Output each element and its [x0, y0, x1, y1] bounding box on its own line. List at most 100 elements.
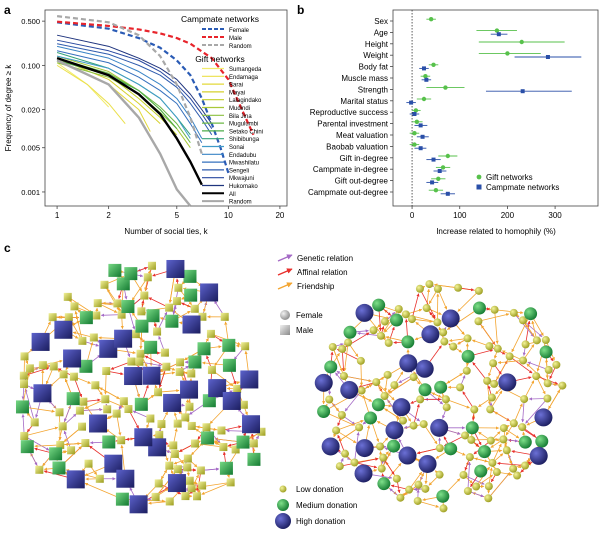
data-point-campmate — [445, 191, 450, 196]
female-node-low-donation — [380, 391, 389, 400]
male-node-low-donation — [91, 381, 100, 390]
female-node-low-donation — [474, 317, 483, 326]
female-node-high-donation — [354, 464, 373, 483]
friendship-edge — [478, 313, 510, 322]
panel-b-category-label: Muscle mass — [341, 74, 388, 83]
friendship-edge — [24, 426, 59, 437]
female-node-low-donation — [379, 453, 388, 462]
legend-entry-label: Endamaga — [229, 75, 259, 81]
panel-b-category-label: Campmate out-degree — [308, 188, 389, 197]
male-node-low-donation — [198, 481, 207, 490]
female-node-low-donation — [433, 284, 442, 293]
male-node-medium-donation — [197, 342, 211, 356]
data-point-gift — [440, 165, 446, 170]
male-node-high-donation — [200, 283, 219, 302]
female-node-high-donation — [418, 454, 437, 473]
male-node-low-donation — [187, 421, 196, 430]
male-node-low-donation — [155, 430, 164, 439]
legend-sex-label: Female — [296, 311, 323, 320]
female-node-medium-donation — [324, 360, 338, 374]
legend-sex-swatch — [280, 325, 290, 335]
female-node-high-donation — [415, 359, 434, 378]
female-node-low-donation — [521, 461, 530, 470]
legend-donation-swatch — [279, 485, 287, 493]
male-node-low-donation — [176, 358, 185, 367]
panel-a-xtick-label: 10 — [224, 211, 233, 220]
male-node-medium-donation — [20, 440, 34, 454]
female-node-medium-donation — [539, 345, 553, 359]
female-node-low-donation — [459, 470, 468, 479]
male-node-low-donation — [119, 397, 128, 406]
male-node-medium-donation — [146, 309, 160, 323]
panel-a-series — [56, 15, 255, 207]
female-node-high-donation — [340, 380, 359, 399]
female-node-medium-donation — [474, 464, 488, 478]
female-node-low-donation — [409, 373, 418, 382]
female-node-high-donation — [534, 408, 553, 427]
male-node-low-donation — [117, 436, 126, 445]
affinal-edge — [419, 288, 436, 319]
legend-sex-label: Male — [296, 326, 314, 335]
female-node-low-donation — [472, 482, 481, 491]
male-node-low-donation — [198, 312, 207, 321]
legend-entry-label: Mugulumbi — [229, 122, 258, 128]
female-node-low-donation — [435, 470, 444, 479]
female-node-medium-donation — [372, 298, 386, 312]
male-node-low-donation — [239, 400, 248, 409]
female-node-low-donation — [421, 484, 430, 493]
data-point-gift — [443, 85, 448, 90]
male-node-low-donation — [157, 419, 166, 428]
friendship-edge — [488, 472, 511, 499]
genetic-edge — [24, 388, 36, 423]
male-node-low-donation — [231, 445, 240, 454]
female-node-high-donation — [355, 303, 374, 322]
female-node-medium-donation — [364, 411, 378, 425]
male-node-low-donation — [154, 388, 163, 397]
male-node-high-donation — [134, 428, 153, 447]
female-node-low-donation — [484, 494, 493, 503]
data-point-campmate — [412, 112, 417, 116]
female-node-medium-donation — [436, 489, 450, 503]
male-node-medium-donation — [79, 359, 93, 373]
series-line-gift — [56, 34, 213, 124]
female-node-high-donation — [529, 446, 548, 465]
female-node-medium-donation — [390, 313, 404, 327]
legend-entry-label: Shibibunga — [229, 137, 260, 143]
female-node-medium-donation — [472, 301, 486, 315]
legend-donation-label: Low donation — [296, 485, 344, 494]
male-node-medium-donation — [116, 277, 130, 291]
female-node-low-donation — [372, 378, 381, 387]
male-node-low-donation — [147, 261, 156, 270]
female-node-low-donation — [414, 480, 423, 489]
male-node-medium-donation — [124, 267, 138, 281]
male-node-low-donation — [112, 409, 121, 418]
male-node-low-donation — [187, 369, 196, 378]
legend-relation-arrow — [277, 268, 293, 276]
friendship-edge — [494, 309, 499, 344]
panel-b-xtick-label: 300 — [548, 211, 562, 220]
male-node-low-donation — [219, 443, 228, 452]
male-node-medium-donation — [79, 311, 93, 325]
female-node-low-donation — [338, 344, 347, 353]
male-node-high-donation — [129, 495, 148, 514]
legend-relation-arrow — [277, 254, 293, 262]
series-line-gift — [56, 57, 203, 186]
female-node-low-donation — [332, 426, 341, 435]
male-node-low-donation — [217, 426, 226, 435]
female-node-low-donation — [487, 393, 496, 402]
legend-entry-label: Setako Chini — [229, 129, 263, 135]
female-node-low-donation — [328, 342, 337, 351]
friendship-edge — [497, 360, 524, 365]
legend-entry-label: Mwashilatu — [229, 161, 259, 167]
data-point-gift — [413, 108, 419, 113]
data-point-campmate — [545, 55, 550, 59]
male-node-low-donation — [193, 492, 202, 501]
female-node-low-donation — [440, 337, 449, 346]
female-node-low-donation — [518, 316, 527, 325]
friendship-edge — [480, 325, 499, 349]
female-node-low-donation — [486, 436, 495, 445]
series-line-gift — [56, 57, 161, 125]
legend-entry-label: All — [229, 192, 236, 198]
male-node-high-donation — [180, 380, 199, 399]
male-node-low-donation — [131, 330, 140, 339]
